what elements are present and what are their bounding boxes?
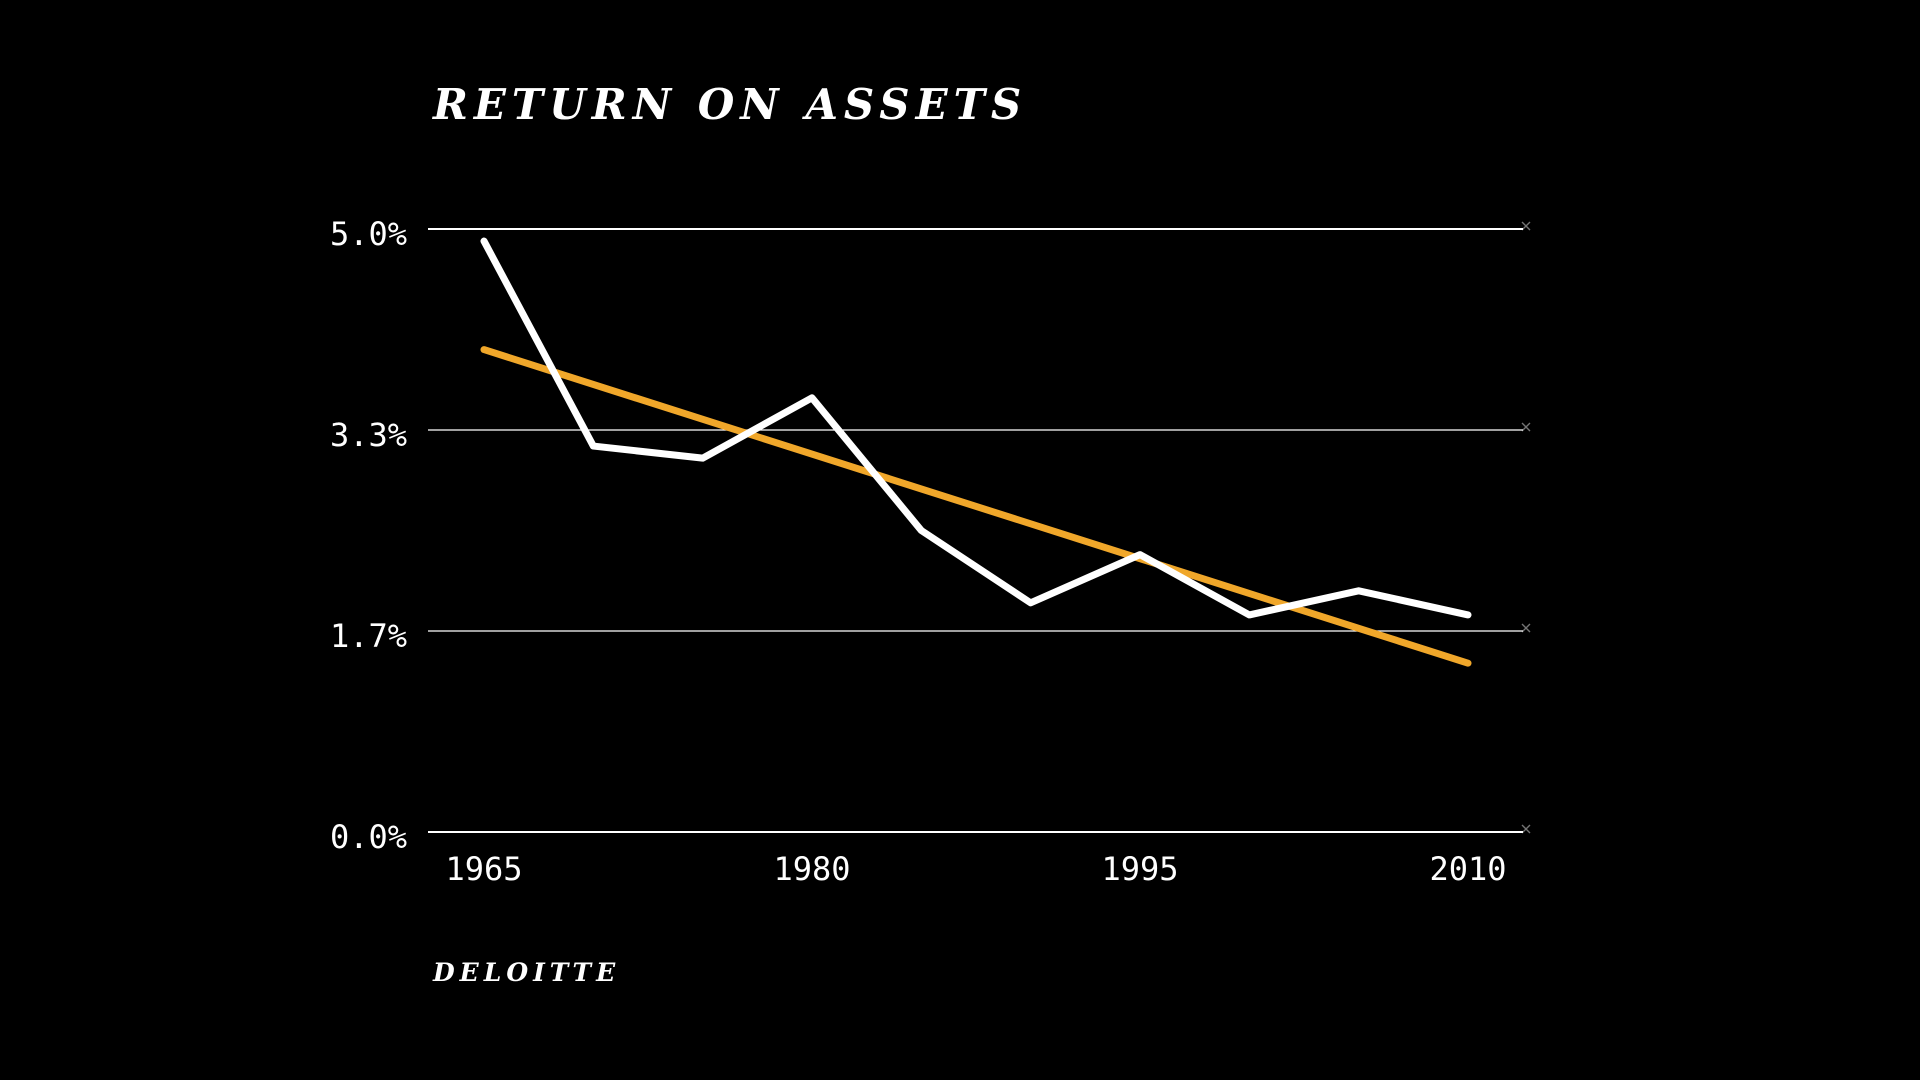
gridline-end-x-mark [1521, 623, 1531, 633]
roa-data-line [480, 237, 1472, 619]
y-tick-label: 3.3% [330, 416, 407, 454]
gridline-end-x-mark [1521, 422, 1531, 432]
x-tick-label: 1965 [445, 850, 522, 888]
data-series [480, 237, 1472, 667]
y-axis-tick-labels: 5.0% 3.3% 1.7% 0.0% [330, 215, 407, 856]
y-tick-label: 5.0% [330, 215, 407, 253]
x-tick-label: 1980 [773, 850, 850, 888]
y-tick-label: 0.0% [330, 818, 407, 856]
gridlines [428, 228, 1523, 833]
x-axis-tick-labels: 1965 1980 1995 2010 [445, 850, 1506, 888]
x-tick-label: 2010 [1429, 850, 1506, 888]
x-tick-label: 1995 [1101, 850, 1178, 888]
gridline-end-x-mark [1521, 824, 1531, 834]
source-attribution: DELOITTE [433, 958, 621, 987]
gridline-end-x-mark [1521, 221, 1531, 231]
gridline-end-marks [1521, 221, 1531, 834]
y-tick-label: 1.7% [330, 617, 407, 655]
trend-line [480, 346, 1472, 667]
chart-title: RETURN ON ASSETS [433, 80, 1028, 129]
